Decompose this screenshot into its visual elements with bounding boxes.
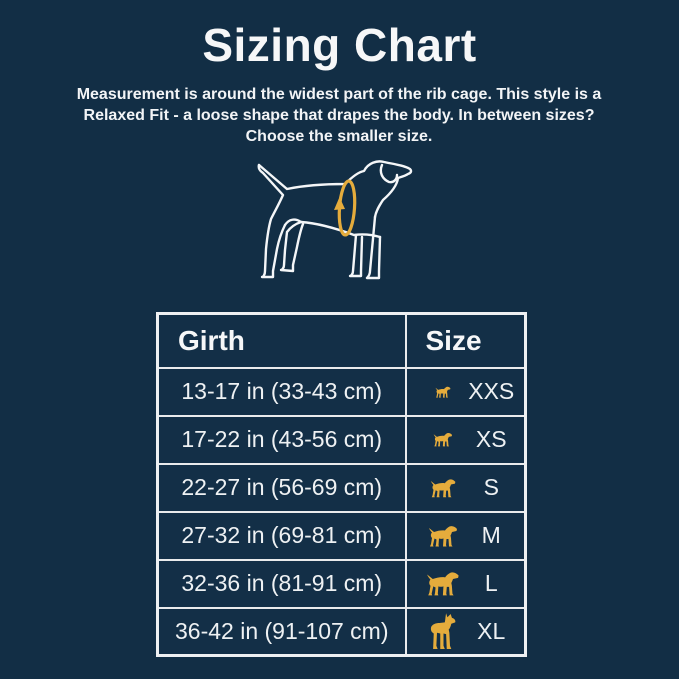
table-row: 22-27 in (56-69 cm) S [156, 462, 527, 513]
table-row: 27-32 in (69-81 cm) M [156, 510, 527, 561]
dog-icon-m [421, 525, 467, 547]
measurement-instructions: Measurement is around the widest part of… [76, 86, 602, 145]
table-row: 32-36 in (81-91 cm) L [156, 558, 527, 609]
column-header-size: Size [404, 312, 527, 369]
dog-icon-xxs [421, 386, 467, 398]
column-header-girth: Girth [156, 312, 407, 369]
girth-value: 17-22 in (43-56 cm) [156, 414, 407, 465]
page-title: Sizing Chart [202, 19, 477, 71]
dog-icon-l [421, 571, 467, 596]
size-value: XS [475, 426, 507, 452]
table-row: 17-22 in (43-56 cm) XS [156, 414, 527, 465]
dog-icon-xs [421, 432, 467, 447]
size-value: XXS [468, 378, 515, 404]
size-value: XL [477, 617, 506, 644]
size-value: M [481, 522, 501, 548]
girth-value: 32-36 in (81-91 cm) [156, 558, 407, 609]
table-row: 13-17 in (33-43 cm) XXS [156, 366, 527, 417]
dog-icon-s [421, 478, 467, 498]
table-header-row: Girth Size [156, 312, 527, 369]
dog-girth-measurement-illustration [257, 160, 413, 280]
dog-icon-xl [421, 612, 467, 651]
size-value: L [484, 570, 498, 596]
sizing-table: Girth Size 13-17 in (33-43 cm) XXS 17-22… [156, 312, 527, 657]
girth-value: 13-17 in (33-43 cm) [156, 366, 407, 417]
table-row: 36-42 in (91-107 cm) XL [156, 606, 527, 657]
girth-band-icon [334, 179, 357, 237]
girth-value: 22-27 in (56-69 cm) [156, 462, 407, 513]
girth-value: 36-42 in (91-107 cm) [156, 606, 407, 657]
size-value: S [483, 474, 499, 500]
girth-value: 27-32 in (69-81 cm) [156, 510, 407, 561]
